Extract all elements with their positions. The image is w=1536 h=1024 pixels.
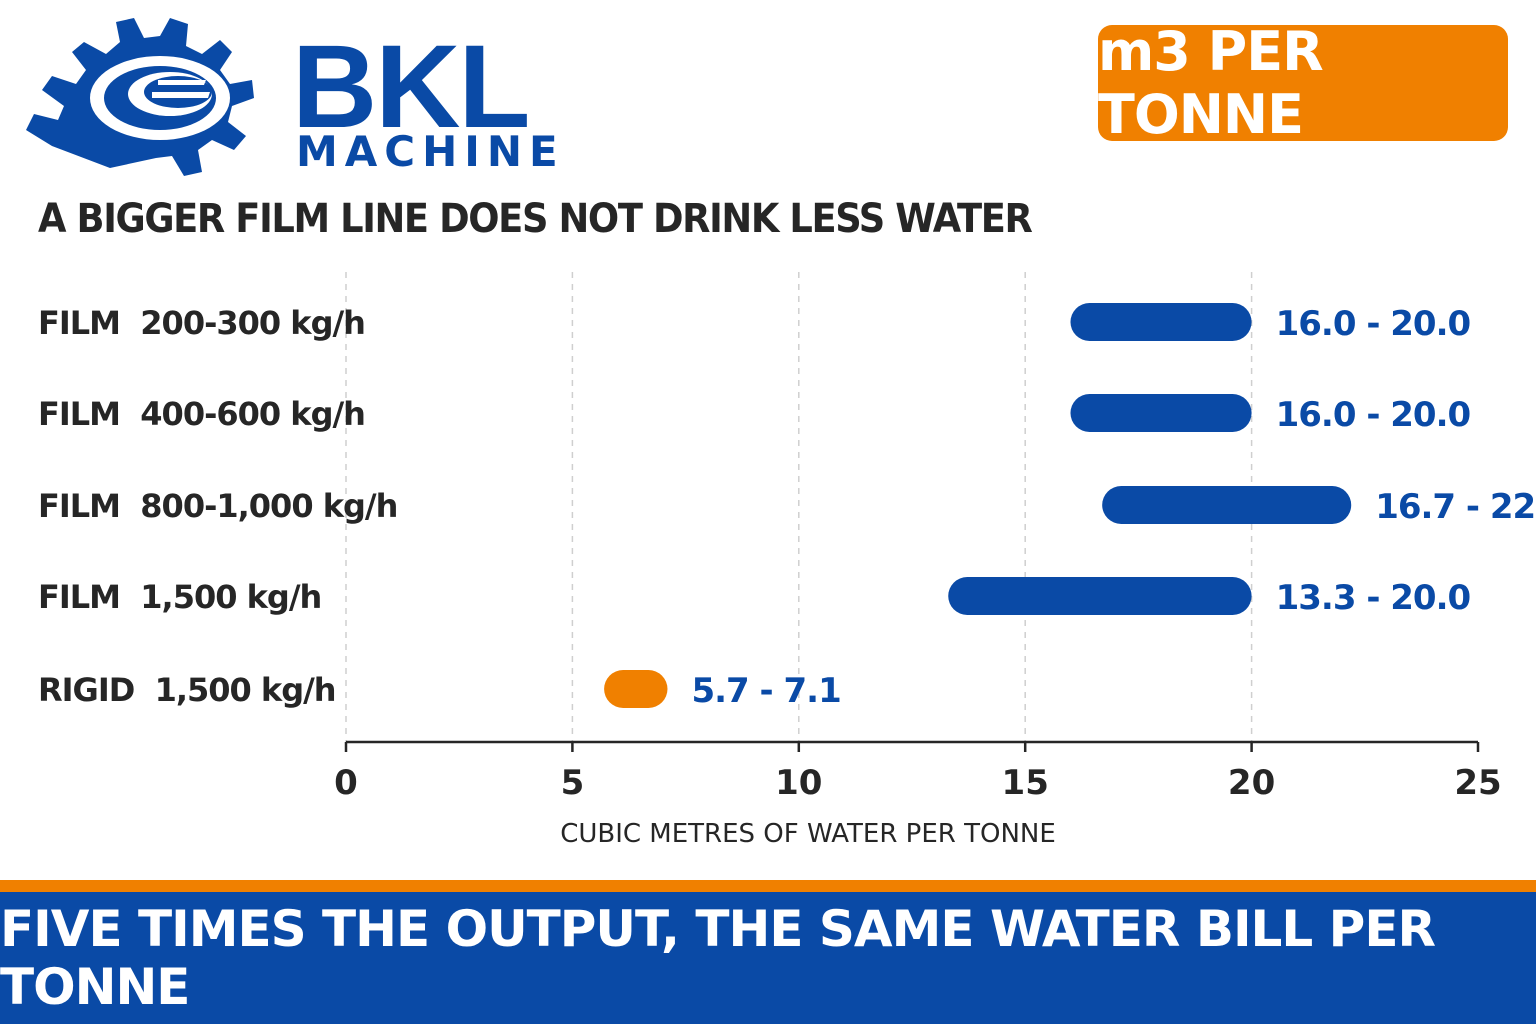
data-label: 16.0 - 20.0 [1276, 304, 1471, 344]
brand-subname: MACHINE [296, 127, 565, 176]
footer-stripe [0, 880, 1536, 892]
category-label: FILM 1,500 kg/h [38, 578, 321, 616]
x-tick-label: 5 [561, 763, 585, 803]
brand-name: BKL [292, 21, 531, 153]
units-badge: m3 PER TONNE [1098, 20, 1508, 146]
category-label: RIGID 1,500 kg/h [38, 671, 336, 709]
range-bar [1070, 303, 1252, 341]
x-tick-label: 20 [1228, 763, 1275, 803]
data-label: 5.7 - 7.1 [691, 671, 840, 711]
category-label: FILM 800-1,000 kg/h [38, 487, 397, 525]
data-label: 16.0 - 20.0 [1276, 395, 1471, 435]
range-bar [604, 670, 668, 708]
category-label: FILM 200-300 kg/h [38, 304, 365, 342]
range-bar [1070, 394, 1252, 432]
data-label: 13.3 - 20.0 [1276, 578, 1471, 618]
data-label: 16.7 - 22.2 [1375, 487, 1536, 527]
gear-logo-icon [26, 18, 254, 176]
x-axis-label: CUBIC METRES OF WATER PER TONNE [560, 819, 1056, 849]
brand-logo: BKL MACHINE [20, 18, 590, 178]
footer-banner: FIVE TIMES THE OUTPUT, THE SAME WATER BI… [0, 892, 1536, 1024]
x-tick-label: 10 [775, 763, 822, 803]
footer-text: FIVE TIMES THE OUTPUT, THE SAME WATER BI… [0, 900, 1436, 1016]
range-bar [1102, 486, 1352, 524]
x-tick-label: 25 [1454, 763, 1501, 803]
range-bar [948, 577, 1252, 615]
category-label: FILM 400-600 kg/h [38, 395, 365, 433]
x-tick-label: 15 [1002, 763, 1049, 803]
chart-headline: A BIGGER FILM LINE DOES NOT DRINK LESS W… [38, 196, 1033, 242]
x-tick-label: 0 [334, 763, 358, 803]
range-bar-chart: 0 5 10 15 20 25 FILM 200-300 kg/h 16.0 - 20.0 F… [38, 272, 1536, 849]
